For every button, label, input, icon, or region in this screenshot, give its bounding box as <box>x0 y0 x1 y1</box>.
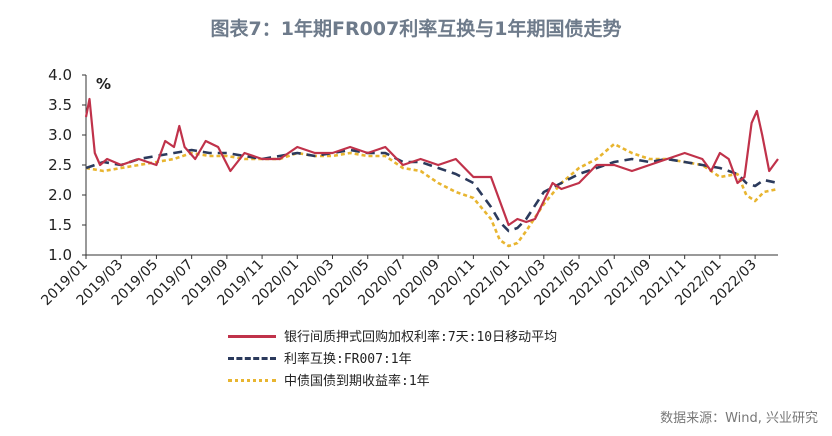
series-group <box>84 97 779 248</box>
y-tick-label: 2.5 <box>48 156 72 174</box>
legend-label-bond: 中债国债到期收益率:1年 <box>284 374 430 389</box>
y-tick-label: 3.0 <box>48 126 72 144</box>
y-axis-unit: % <box>96 75 112 93</box>
chart-title: 图表7：1年期FR007利率互换与1年期国债走势 <box>210 18 622 40</box>
series-line-bond <box>85 142 779 248</box>
legend-swatch-bond <box>228 379 276 382</box>
y-tick-label: 1.5 <box>48 216 72 234</box>
legend-swatch-swap <box>228 357 276 360</box>
data-source: 数据来源：Wind, 兴业研究 <box>660 411 818 426</box>
y-axis: 4.0 3.5 3.0 2.5 2.0 1.5 1.0 <box>48 66 87 264</box>
y-tick-label: 2.0 <box>48 186 72 204</box>
y-tick-label: 1.0 <box>48 246 72 264</box>
x-axis: 2019/012019/032019/052019/072019/092019/… <box>38 254 778 309</box>
y-tick-label: 3.5 <box>48 96 72 114</box>
y-tick-label: 4.0 <box>48 66 72 84</box>
legend-label-swap: 利率互换:FR007:1年 <box>284 352 412 367</box>
legend-swatch-repo <box>228 335 276 338</box>
series-line-repo <box>84 97 779 227</box>
legend-label-repo: 银行间质押式回购加权利率:7天:10日移动平均 <box>284 330 558 345</box>
